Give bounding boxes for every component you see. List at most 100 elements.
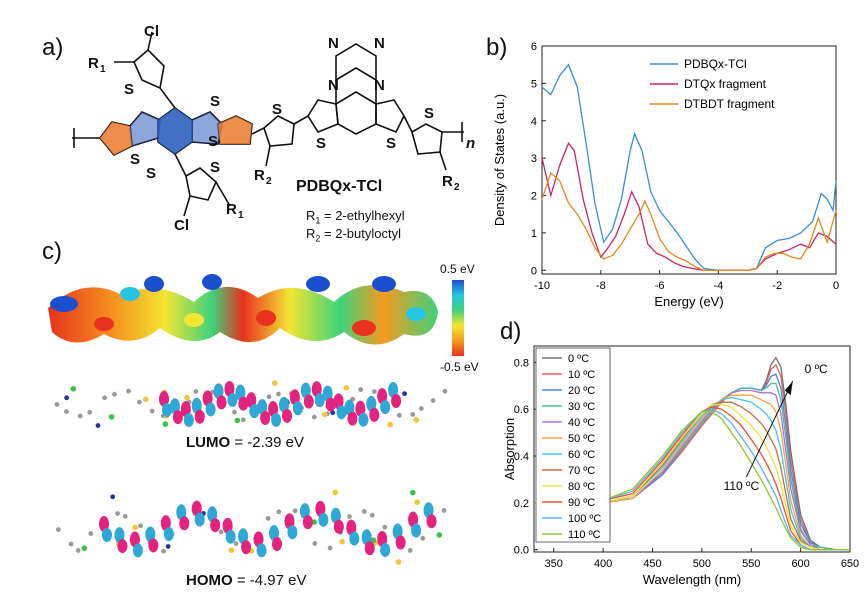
carbon-atom [369, 512, 375, 518]
side-bond-bottom [174, 153, 187, 177]
nitrogen-atom [165, 544, 171, 549]
carbon-atom [266, 394, 272, 400]
orbital-lobe [391, 394, 402, 409]
panel-label-d: d) [500, 318, 522, 345]
orbital-lobe [344, 399, 355, 416]
orbital-lobe [179, 516, 190, 531]
x-tick-label: 600 [791, 558, 809, 570]
y-tick-label: 4 [531, 116, 537, 128]
orbital-lobe [330, 507, 341, 524]
orbital-lobe [395, 535, 406, 550]
chlorine-atom [234, 417, 241, 424]
chlorine-atom [162, 421, 169, 427]
x-tick-label: 550 [742, 558, 760, 570]
series-line [541, 141, 837, 271]
sulfur-atom [339, 538, 345, 545]
esp-spot-blue [202, 274, 222, 290]
carbon-atom [407, 548, 413, 553]
x-tick-label: -6 [655, 280, 665, 292]
orbital-lobe [392, 523, 403, 540]
carbon-atom [88, 531, 94, 536]
orbital-lobe [238, 528, 249, 545]
orbital-lobe [169, 398, 180, 415]
orbital-lobe [257, 399, 268, 416]
r2-def-text: = 2-butyloctyl [320, 226, 401, 241]
series-line [534, 389, 850, 551]
chlorine-atom [70, 385, 77, 392]
orbital-lobe [355, 400, 366, 417]
carbon-atom [102, 395, 107, 401]
carbon-atom [382, 524, 388, 530]
legend-label: 20 ºC [568, 385, 595, 397]
s-label-4: S [130, 151, 140, 168]
s-label-3: S [208, 133, 218, 150]
chlorine-atom [410, 489, 416, 496]
orbital-lobe [380, 400, 391, 415]
x-tick-label: 350 [545, 558, 563, 570]
quinoxaline-ring [335, 67, 377, 106]
carbon-atom [327, 545, 333, 551]
orbital-lobe [148, 538, 159, 553]
x-tick-label: -10 [534, 280, 550, 292]
carbon-atom [442, 388, 448, 394]
y-tick-label: 3 [531, 153, 537, 165]
orbital-lobe [180, 401, 191, 418]
polymer-structure: Cl R 1 S S S S S S R 1 Cl S R 2 S S N N … [72, 23, 475, 234]
orbital-lobe [349, 531, 360, 546]
s-label-6: S [210, 159, 220, 176]
orbital-lobe [314, 393, 325, 408]
temperature-arrow [745, 380, 794, 478]
orbital-lobe [377, 388, 388, 405]
panel-label-b: b) [486, 34, 508, 61]
side-thiophene-top [133, 48, 165, 90]
carbon-atom [430, 398, 436, 403]
orbital-lobe [160, 515, 171, 532]
carbon-atom [126, 388, 131, 394]
carbon-atom [276, 509, 282, 515]
esp-colorbar [452, 280, 464, 356]
carbon-atom [68, 541, 74, 547]
orbital-lobe [99, 516, 109, 532]
orbital-lobe [241, 540, 252, 555]
carbon-atom [420, 535, 426, 541]
x-tick-label: 0 [833, 280, 839, 292]
n-repeat-label: n [466, 135, 475, 152]
carbon-atom [136, 399, 142, 405]
series-line [534, 401, 850, 551]
orbital-lobe [191, 397, 202, 414]
carbon-atom [232, 409, 237, 415]
sulfur-atom [332, 489, 339, 496]
orbital-lobe [256, 543, 267, 558]
y-tick-label: 0.4 [514, 451, 529, 463]
carbon-atom [347, 514, 352, 519]
orbital-lobe [225, 529, 236, 544]
lumo-value: = -2.39 eV [230, 434, 304, 451]
y-tick-label: 0.2 [514, 498, 529, 510]
orbital-lobe [311, 381, 322, 398]
x-tick-label: 650 [841, 558, 859, 570]
cl-label-bottom: Cl [174, 217, 189, 234]
carbon-atom [122, 513, 128, 519]
r1-sub-top: 1 [100, 64, 106, 75]
carbon-atom [276, 391, 281, 397]
orbital-lobe [377, 530, 388, 547]
nitrogen-atom [110, 494, 116, 500]
s-label-8: S [316, 135, 326, 152]
carbon-atom [240, 417, 246, 423]
chlorine-atom [108, 414, 115, 420]
orbital-lobe [388, 382, 399, 399]
carbon-atom [396, 412, 402, 418]
orbital-lobe [287, 525, 298, 540]
esp-surface [48, 284, 438, 345]
plot-frame [533, 345, 851, 553]
carbon-atom [115, 511, 120, 516]
s-label-10: S [424, 105, 434, 122]
carbon-atom [193, 389, 199, 394]
carbon-atom [312, 541, 318, 546]
r1-bond-bottom [215, 181, 231, 207]
r2-label-right: R [442, 173, 453, 190]
carbon-atom [87, 409, 93, 415]
x-axis-label: Wavelength (nm) [643, 572, 742, 587]
esp-scale-min: -0.5 eV [440, 360, 479, 374]
r1-def-text: = 2-ethylhexyl [320, 208, 405, 223]
